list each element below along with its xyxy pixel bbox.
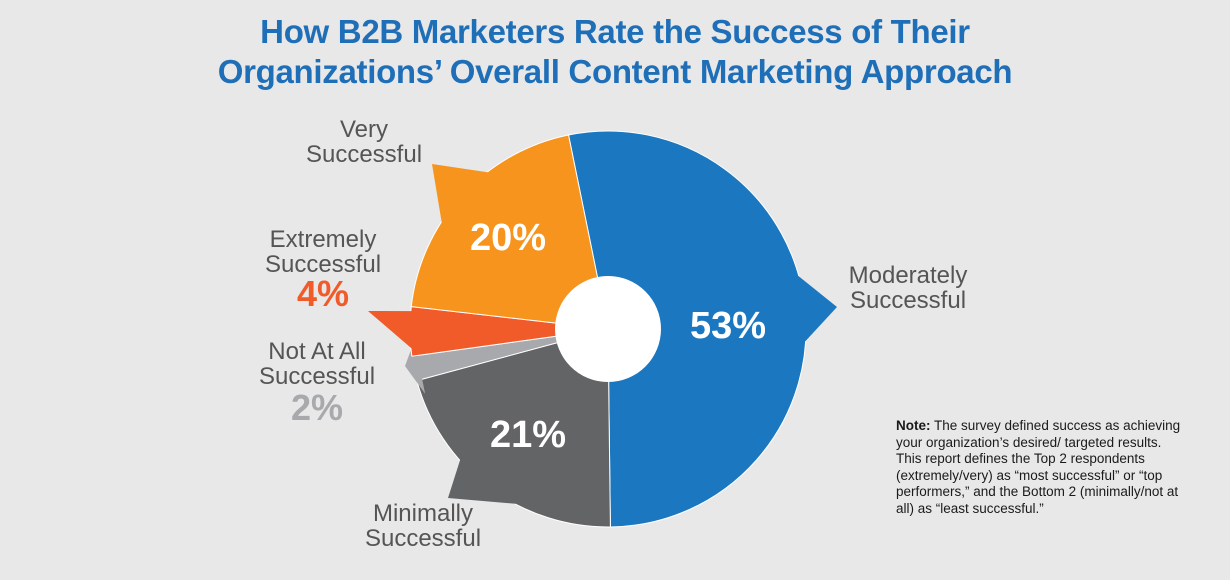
- callout-pointer-moderately-successful: [793, 271, 837, 346]
- slice-label-moderately-successful: Moderately Successful: [849, 262, 968, 314]
- slice-label-line: Successful: [265, 251, 381, 278]
- callout-pointer-extremely-successful: [368, 311, 416, 352]
- note-text: The survey defined success as achieving …: [896, 418, 1181, 516]
- chart-title: How B2B Marketers Rate the Success of Th…: [0, 12, 1230, 92]
- chart-note: Note: The survey defined success as achi…: [896, 418, 1186, 518]
- callout-pointer-minimally-successful: [448, 456, 526, 505]
- slice-group-minimally-successful: [416, 328, 611, 528]
- slice-value-minimally-successful: 21%: [490, 414, 566, 456]
- slice-group-moderately-successful: [567, 130, 837, 528]
- note-label: Note:: [896, 418, 931, 433]
- slice-label-line: Very: [340, 116, 388, 143]
- slice-group-very-successful: [410, 134, 609, 330]
- slice-label-line: Successful: [306, 141, 422, 168]
- slice-label-line: Successful: [259, 363, 375, 390]
- slice-label-line: Minimally: [373, 500, 473, 527]
- slice-label-extremely-successful: Extremely Successful: [265, 226, 381, 278]
- slice-value-very-successful: 20%: [470, 217, 546, 259]
- donut-hole: [555, 276, 661, 382]
- callout-pointer-not-at-all-successful: [405, 340, 426, 394]
- slice-label-line: Not At All: [268, 338, 365, 365]
- slice-label-minimally-successful: Minimally Successful: [365, 500, 481, 552]
- slice-value-extremely-successful: 4%: [297, 273, 349, 314]
- slice-label-line: Extremely: [270, 226, 377, 253]
- slice-label-not-at-all-successful: Not At All Successful: [259, 338, 375, 390]
- slice-label-line: Successful: [850, 287, 966, 314]
- slice-label-line: Successful: [365, 525, 481, 552]
- slice-label-very-successful: Very Successful: [306, 116, 422, 168]
- slice-value-not-at-all-successful: 2%: [291, 387, 343, 428]
- slice-value-moderately-successful: 53%: [690, 305, 766, 347]
- slice-label-line: Moderately: [849, 262, 968, 289]
- chart-title-line-1: How B2B Marketers Rate the Success of Th…: [260, 13, 970, 50]
- callout-pointer-very-successful: [432, 164, 493, 228]
- chart-title-line-2: Organizations’ Overall Content Marketing…: [217, 53, 1013, 90]
